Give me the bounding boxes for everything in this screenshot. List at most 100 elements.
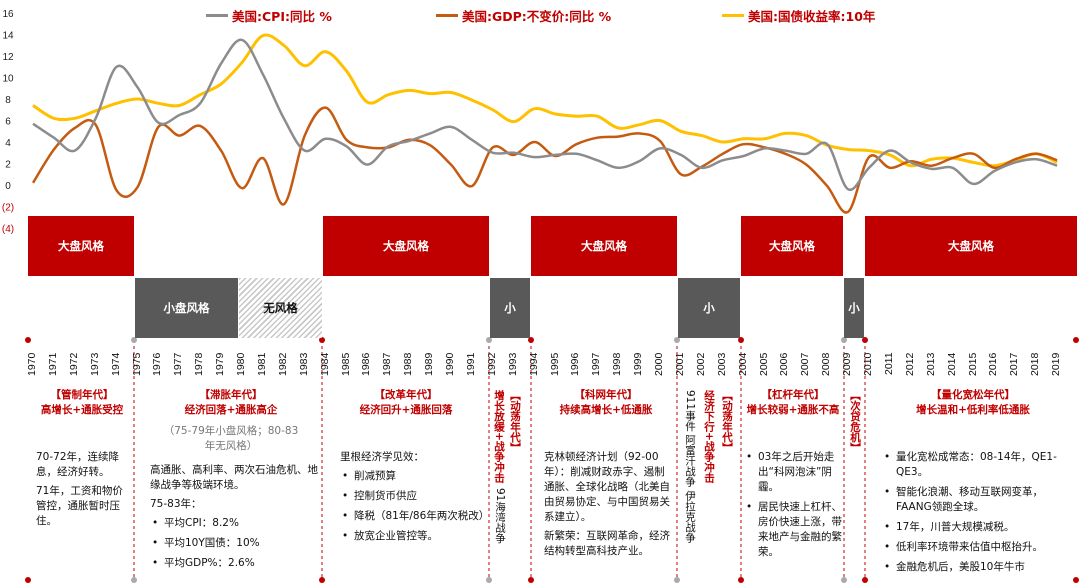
managed-desc-p1: 70-72年，连续降息，经济好转。: [36, 451, 120, 478]
series-line-cpi: [32, 38, 1058, 191]
year-label: 1991: [464, 352, 477, 376]
band-small-3: 小: [678, 278, 740, 338]
era-leverage-sub: 增长较弱+通胀不高: [746, 404, 840, 416]
legend-yield-swatch: [722, 14, 744, 17]
qe-bullet-1: 量化宽松成常态：08-14年，QE1-QE3。: [882, 450, 1072, 480]
leverage-bullet-2: 居民快速上杠杆、房价快速上涨，带来地产与金融的繁荣。: [744, 500, 844, 560]
stag-desc-p1: 高通胀、高利率、两次石油危机、地缘战争等极端环境。: [150, 464, 318, 491]
stag-desc-p2: 75-83年：: [150, 498, 202, 510]
subprime-crisis: 【次贷危机】: [849, 390, 861, 453]
era-qe-sub: 增长温和+低利率低通胀: [916, 404, 1030, 416]
divider-dot: [131, 337, 137, 343]
war-era-title: 经济下行+战争冲击: [703, 390, 715, 483]
band-large-5: 大盘风格: [865, 216, 1077, 276]
divider-dot: [738, 577, 744, 583]
year-label: 1996: [569, 352, 582, 376]
stag-bullet-gdp: 平均GDP%：2.6%: [150, 556, 320, 571]
qe-bullet-2: 智能化浪潮、移动互联网变革，FAANG领跑全球。: [882, 485, 1072, 515]
year-label: 2001: [673, 352, 686, 376]
divider-dot: [319, 577, 325, 583]
divider-dot: [528, 577, 534, 583]
year-label: 2002: [694, 352, 707, 376]
y-tick-label: 6: [5, 117, 11, 128]
year-label: 1982: [276, 352, 289, 376]
year-label: 1995: [548, 352, 561, 376]
year-label: 1973: [88, 352, 101, 376]
year-label: 2012: [903, 352, 916, 376]
band-small-1: 小盘风格: [135, 278, 238, 338]
era-managed-sub: 高增长+通胀受控: [40, 404, 124, 416]
era-stagflation-sub: 经济回落+通胀高企: [184, 404, 278, 416]
reform-bullet-4: 放宽企业管控等。: [340, 529, 486, 544]
gulf-era-title: 增长放缓+战争冲击: [493, 390, 505, 483]
y-tick-label: 8: [5, 95, 11, 106]
band-small-2: 小: [490, 278, 530, 338]
band-large-1: 大盘风格: [28, 216, 134, 276]
era-qe-title: 【量化宽松年代】: [931, 389, 1015, 401]
era-stagflation: 【滞胀年代】经济回落+通胀高企 （75-79年小盘风格；80-83 年无风格）: [140, 388, 322, 454]
year-label: 1972: [67, 352, 80, 376]
year-label: 1977: [172, 352, 185, 376]
year-label: 2013: [924, 352, 937, 376]
divider-dot: [841, 337, 847, 343]
band-small-4: 小: [844, 278, 864, 338]
era-stagflation-note1: （75-79年小盘风格；80-83: [163, 425, 299, 437]
year-label: 1970: [26, 352, 38, 376]
qe-bullet-5: 金融危机后，美股10年牛市: [882, 560, 1072, 575]
year-label: 1986: [360, 352, 373, 376]
year-label: 1980: [235, 352, 247, 376]
series-line-gdp: [31, 106, 1058, 214]
year-label: 1976: [151, 352, 164, 376]
year-label: 2005: [757, 352, 770, 376]
gulf-era-sub: 【动荡年代】: [509, 390, 521, 453]
era-stagflation-title: 【滞胀年代】: [199, 389, 263, 401]
divider-dot: [25, 577, 31, 583]
y-tick-label: (2): [2, 203, 14, 214]
era-stagflation-note2: 年无风格）: [204, 440, 258, 452]
year-label: 2017: [1008, 352, 1021, 376]
divider-dot: [319, 337, 325, 343]
leverage-bullet-1: 03年之后开始走出“科网泡沫”阴霾。: [744, 450, 844, 495]
year-label: 2009: [841, 352, 854, 376]
year-label: 2014: [945, 352, 958, 376]
band-large-2: 大盘风格: [323, 216, 489, 276]
reform-desc-p1: 里根经济学见效：: [340, 451, 424, 463]
y-tick-label: 10: [2, 74, 14, 85]
divider-dot: [738, 337, 744, 343]
y-tick-label: 12: [2, 52, 14, 63]
reform-bullet-3: 降税（81年/86年两次税改）: [340, 509, 489, 524]
band-none: 无风格: [239, 278, 322, 338]
era-qe: 【量化宽松年代】增长温和+低利率低通胀: [870, 388, 1076, 418]
year-label: 1990: [444, 352, 456, 376]
y-tick-label: 14: [2, 31, 14, 42]
divider-dot: [862, 337, 868, 343]
divider-dot: [131, 577, 137, 583]
year-label: 2015: [966, 352, 979, 376]
year-label: 2003: [715, 352, 728, 376]
year-label: 1978: [193, 352, 206, 376]
divider-dot: [528, 337, 534, 343]
y-tick-label: 4: [5, 138, 11, 149]
divider-dot: [674, 577, 680, 583]
year-label: 1984: [318, 352, 331, 376]
year-label: 1985: [339, 352, 352, 376]
era-reform-sub: 经济回升+通胀回落: [359, 404, 453, 416]
reform-bullet-1: 削减预算: [340, 469, 486, 484]
divider-dot: [486, 577, 492, 583]
managed-desc-p2: 71年，工资和物价管控，通胀暂时压住。: [36, 485, 123, 527]
divider-dot: [25, 337, 31, 343]
managed-desc: 70-72年，连续降息，经济好转。 71年，工资和物价管控，通胀暂时压住。: [36, 450, 132, 533]
year-label: 1993: [506, 352, 519, 376]
year-label: 2018: [1029, 352, 1042, 376]
year-label: 1979: [214, 352, 227, 376]
divider-dot: [486, 337, 492, 343]
year-label: 2010: [862, 352, 874, 376]
legend-cpi-label: 美国:CPI:同比 %: [232, 9, 332, 24]
year-label: 1974: [109, 352, 122, 376]
legend-cpi-swatch: [206, 14, 228, 17]
legend-gdp: 美国:GDP:不变价:同比 %: [436, 6, 611, 25]
war-era-sub: 【动荡年代】: [721, 390, 733, 453]
qe-bullet-3: 17年，川普大规模减税。: [882, 520, 1072, 535]
internet-desc: 克林顿经济计划（92-00年）：削减财政赤字、遏制通胀、全球化战略（北美自由贸易…: [544, 450, 674, 563]
